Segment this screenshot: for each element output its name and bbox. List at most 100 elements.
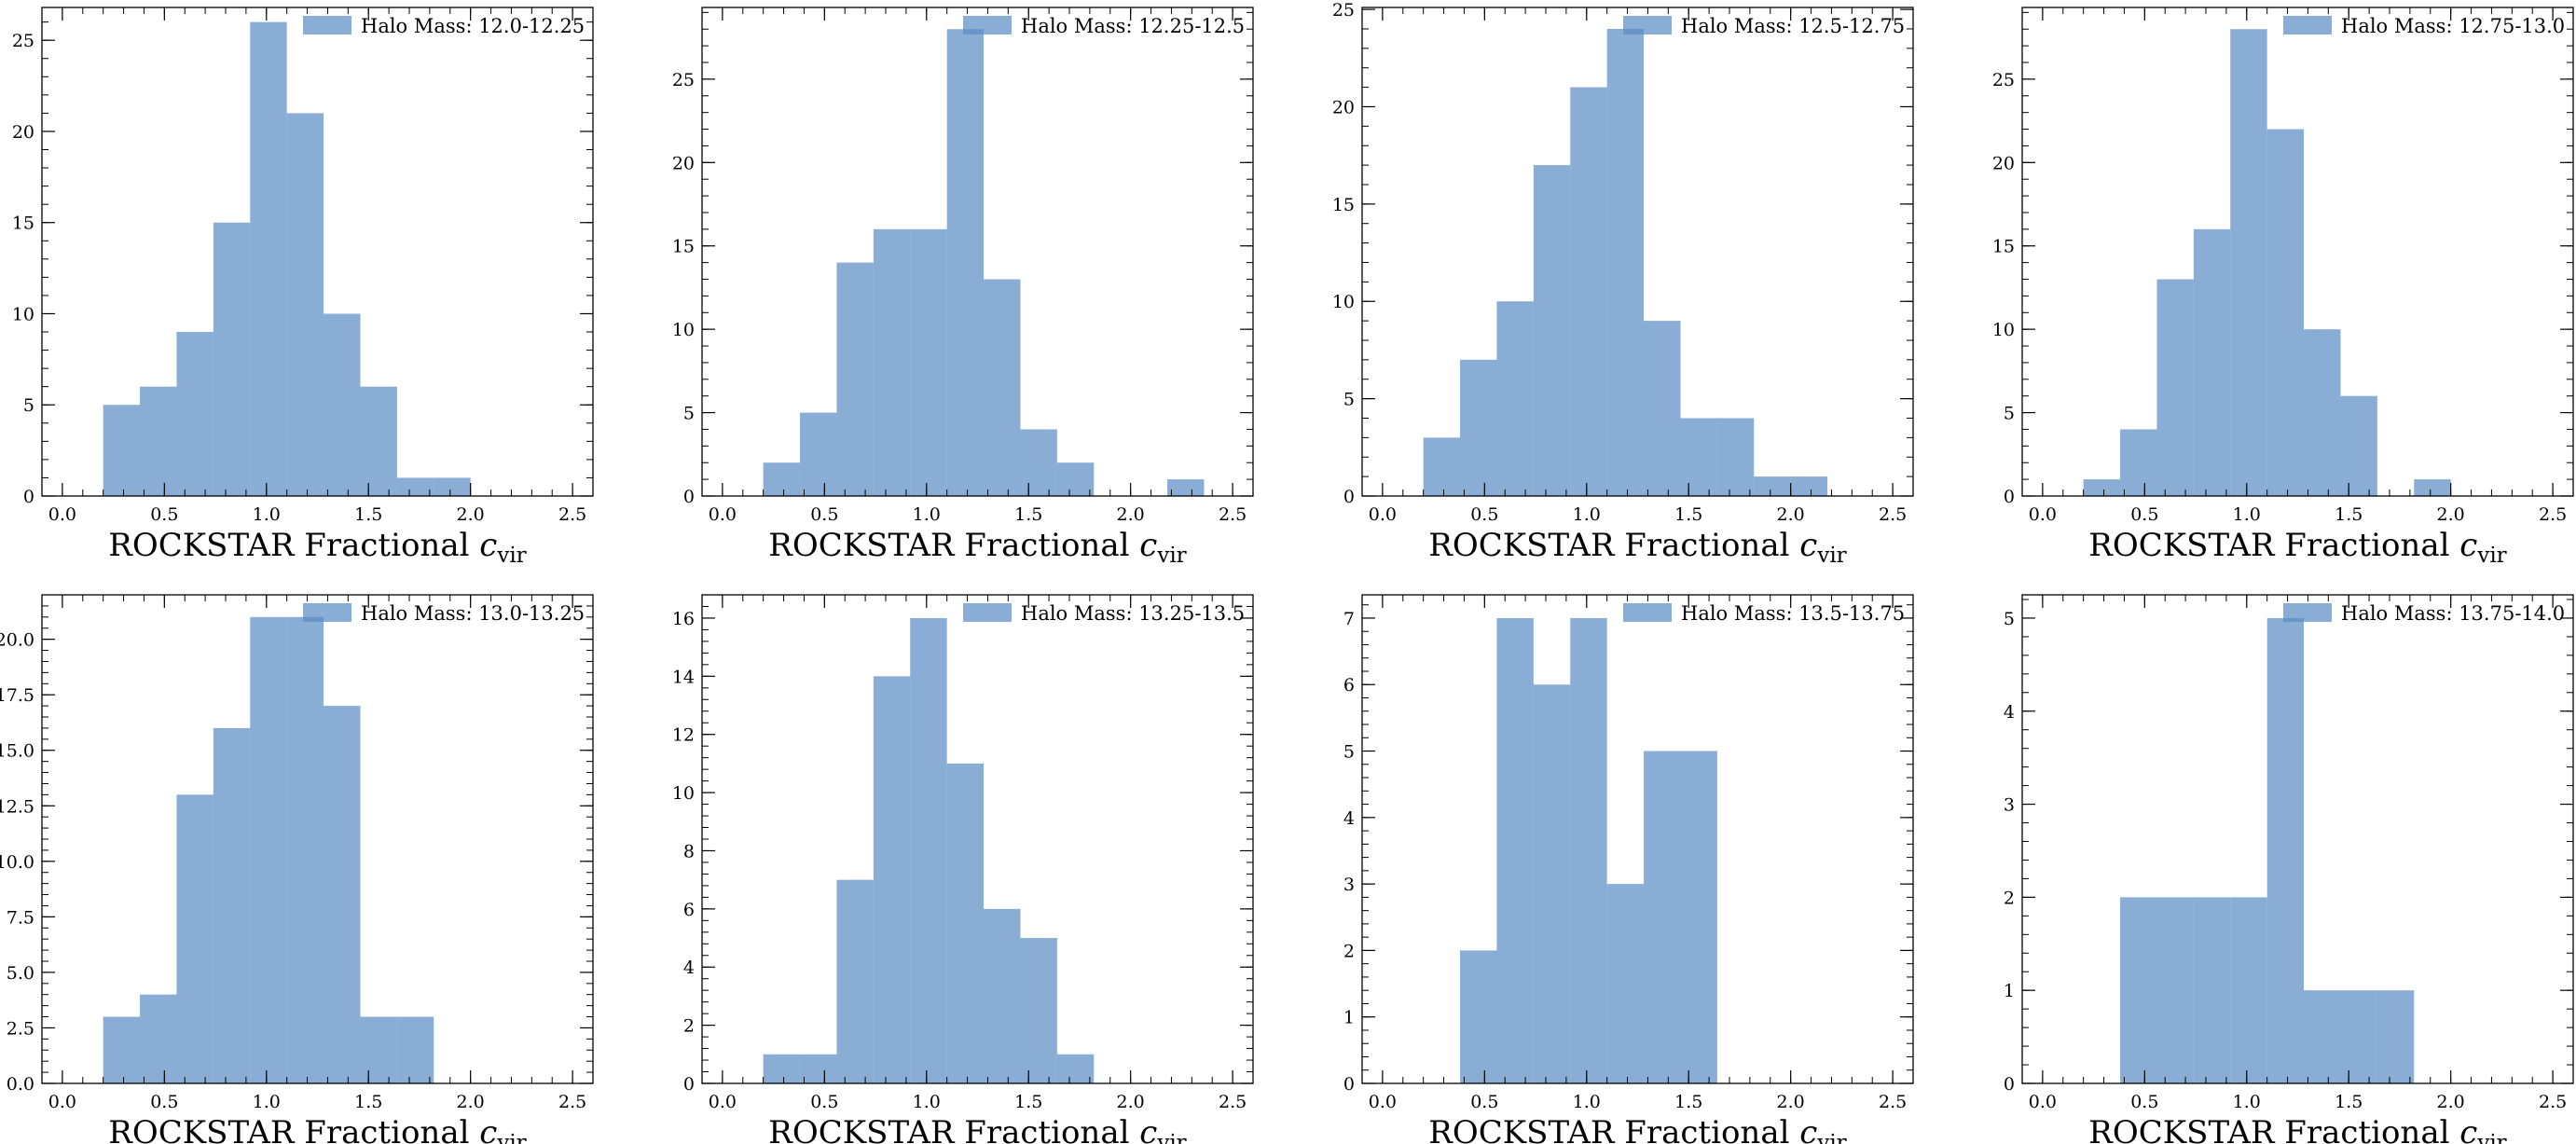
histogram-bar	[1570, 617, 1607, 1083]
histogram-bar	[946, 763, 985, 1083]
subplot-5: 0.0 0.5 1.0 1.5 2.0 2.5 0.0 2.5 5.0 7.5 10.0 12.5 15…	[0, 594, 594, 1144]
x-tick-label: 2.0	[457, 1092, 485, 1112]
x-tick-label: 0.5	[150, 504, 178, 525]
histogram-bar	[800, 1054, 837, 1083]
histogram-bar	[2193, 897, 2231, 1083]
histogram-bar	[434, 477, 471, 496]
y-tick-label: 0	[1343, 1074, 1355, 1095]
histogram-bar	[286, 616, 324, 1083]
x-tick-label: 0.5	[150, 1092, 178, 1112]
y-tick-label: 5	[1343, 742, 1355, 763]
y-tick-label: 0	[2004, 487, 2015, 507]
histogram-bar	[910, 617, 947, 1083]
histogram-bar	[836, 879, 874, 1083]
y-tick-label: 10	[1332, 292, 1355, 312]
histogram-bar	[2230, 897, 2267, 1083]
x-tick-label: 2.5	[2539, 504, 2567, 525]
y-tick-label: 25	[672, 70, 695, 90]
histogram-bar	[1056, 462, 1095, 496]
x-tick-label: 0.5	[2130, 504, 2158, 525]
x-tick-label: 1.5	[354, 504, 382, 525]
x-tick-label: 2.0	[2437, 504, 2465, 525]
y-tick-label: 4	[2004, 702, 2015, 723]
y-tick-label: 20	[12, 122, 34, 143]
histogram-bar	[2156, 897, 2194, 1083]
histogram-bar	[360, 1016, 397, 1083]
legend-swatch	[2283, 603, 2332, 622]
histogram-bar	[2376, 990, 2415, 1083]
legend-swatch	[303, 603, 351, 622]
y-tick-label: 2	[683, 1016, 695, 1037]
histogram-bar	[176, 332, 214, 496]
x-tick-label: 1.0	[2233, 1092, 2261, 1112]
x-axis-label-text: ROCKSTAR Fractional	[2088, 527, 2459, 564]
y-tick-label: 3	[1343, 875, 1355, 895]
histogram-bar	[2266, 129, 2305, 496]
x-axis-label-symbol: c	[1139, 527, 1157, 564]
x-tick-label: 1.0	[253, 1092, 281, 1112]
x-axis-label-text: ROCKSTAR Fractional	[768, 527, 1139, 564]
y-tick-label: 5.0	[7, 963, 34, 984]
subplot-4: 0.0 0.5 1.0 1.5 2.0 2.5 0 5 10 15 20 25 ROCKSTAR Fra…	[1992, 7, 2574, 568]
subplot-7: 0.0 0.5 1.0 1.5 2.0 2.5 0 1 2 3 4 5 6 7 ROCKSTAR Fract…	[1343, 594, 1914, 1144]
y-tick-label: 20	[672, 153, 695, 173]
x-tick-label: 1.5	[1674, 1092, 1702, 1112]
y-tick-label: 15	[12, 214, 34, 234]
histogram-bar	[324, 313, 361, 496]
x-tick-label: 1.5	[2335, 504, 2362, 525]
x-tick-label: 0.0	[48, 1092, 76, 1112]
legend-label: Halo Mass: 12.25-12.5	[1021, 15, 1245, 37]
legend-swatch	[303, 16, 351, 34]
x-tick-label: 0.5	[1470, 504, 1498, 525]
x-tick-label: 0.0	[709, 504, 737, 525]
y-tick-label: 5	[1343, 390, 1355, 410]
histogram-bar	[1680, 751, 1717, 1083]
histogram-bar	[1533, 165, 1571, 496]
x-axis-label-symbol: c	[2459, 527, 2477, 564]
y-tick-label: 6	[683, 900, 695, 920]
y-tick-label: 2	[2004, 888, 2015, 908]
y-tick-label: 7	[1343, 609, 1355, 629]
histogram-bar	[2414, 479, 2451, 496]
y-tick-label: 10.0	[0, 852, 34, 873]
histogram-bar	[1606, 28, 1645, 497]
x-tick-label: 1.5	[1014, 1092, 1042, 1112]
y-tick-label: 0	[1343, 487, 1355, 507]
y-tick-label: 25	[12, 31, 34, 51]
y-tick-label: 1	[1343, 1008, 1355, 1028]
legend-label: Halo Mass: 13.5-13.75	[1681, 602, 1905, 625]
y-tick-label: 4	[1343, 808, 1355, 829]
histogram-bar	[176, 794, 214, 1083]
x-axis-label-symbol: c	[479, 1114, 497, 1144]
legend-swatch	[963, 603, 1012, 622]
x-axis-label: ROCKSTAR Fractional cvir	[768, 1114, 1186, 1144]
histogram-bar	[984, 908, 1021, 1083]
x-axis-label-text: ROCKSTAR Fractional	[1428, 527, 1799, 564]
x-tick-label: 1.5	[1014, 504, 1042, 525]
legend-swatch	[2283, 16, 2332, 34]
y-tick-label: 20	[1332, 97, 1355, 117]
histogram-bar	[1423, 437, 1461, 496]
histogram-bar	[213, 727, 251, 1083]
x-tick-label: 2.5	[1219, 504, 1247, 525]
legend-swatch	[1623, 603, 1672, 622]
x-axis-label: ROCKSTAR Fractional cvir	[108, 1114, 526, 1144]
x-tick-label: 1.0	[253, 504, 281, 525]
x-tick-label: 1.0	[2233, 504, 2261, 525]
y-tick-label: 5	[683, 404, 695, 424]
y-tick-label: 0	[683, 1074, 695, 1095]
y-tick-label: 16	[672, 609, 695, 629]
x-axis-label: ROCKSTAR Fractional cvir	[2088, 527, 2506, 568]
legend-swatch	[963, 16, 1012, 34]
histogram-bar	[103, 405, 141, 496]
x-axis-label: ROCKSTAR Fractional cvir	[768, 527, 1186, 568]
histogram-bar	[324, 706, 361, 1083]
y-tick-label: 15	[1332, 195, 1355, 215]
axes-frame	[1361, 594, 1914, 1084]
y-tick-label: 2	[1343, 941, 1355, 961]
histogram-bar	[2304, 329, 2341, 496]
histogram-bar	[1056, 1054, 1095, 1083]
axes-frame	[2021, 594, 2574, 1084]
y-tick-label: 8	[683, 841, 695, 861]
